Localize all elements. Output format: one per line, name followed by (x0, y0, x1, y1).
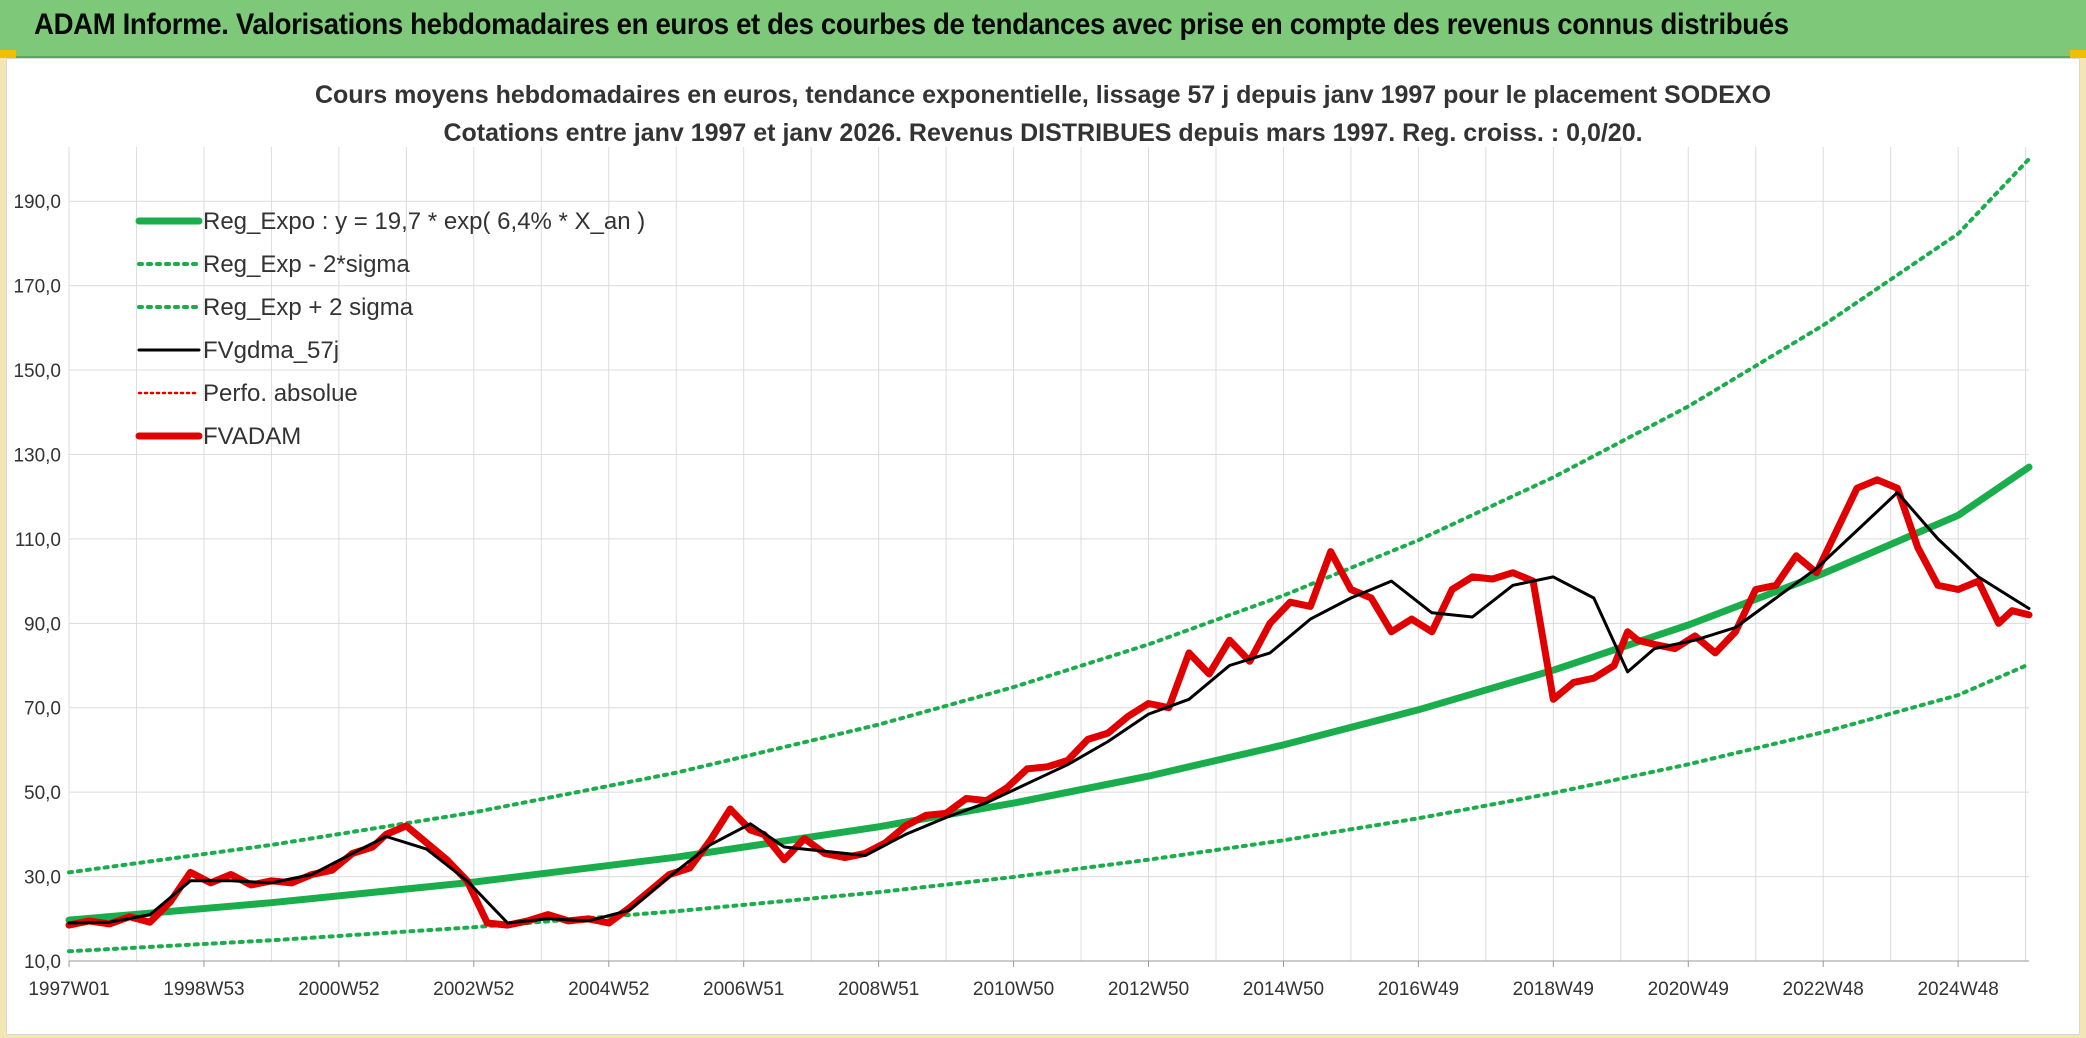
legend-label: Perfo. absolue (203, 380, 358, 407)
x-tick-label: 2010W50 (973, 979, 1054, 1000)
x-tick-label: 2022W48 (1783, 979, 1864, 1000)
series-line-reg-exp-plus-2sigma (67, 157, 2031, 875)
chart-title-group: Cours moyens hebdomadaires en euros, ten… (315, 81, 1771, 147)
legend: Reg_Expo : y = 19,7 * exp( 6,4% * X_an )… (135, 208, 645, 450)
x-tick-label: 2024W48 (1917, 979, 1998, 1000)
legend-label: Reg_Exp + 2 sigma (203, 294, 414, 321)
report-title: ADAM Informe. Valorisations hebdomadaire… (34, 8, 1789, 41)
x-tick-label: 2004W52 (568, 979, 649, 1000)
y-tick-label: 190,0 (13, 192, 61, 213)
corner-marker-right (2070, 50, 2086, 58)
x-tick-label: 2020W49 (1648, 979, 1729, 1000)
report-header: ADAM Informe. Valorisations hebdomadaire… (0, 0, 2086, 58)
legend-label: Reg_Exp - 2*sigma (203, 251, 410, 278)
x-tick-label: 2016W49 (1378, 979, 1459, 1000)
axes: 10,0 30,0 50,0 70,0 90,0 110,0 130,0 150,0 170,0… (13, 192, 2029, 1000)
y-tick-label: 90,0 (24, 614, 61, 635)
x-tick-label: 2002W52 (433, 979, 514, 1000)
series-line-fvgdma-57j (67, 491, 2031, 925)
legend-label: Reg_Expo : y = 19,7 * exp( 6,4% * X_an ) (203, 208, 645, 235)
y-tick-label: 170,0 (13, 277, 61, 298)
y-tick-label: 30,0 (24, 868, 61, 889)
x-tick-label: 2014W50 (1243, 979, 1324, 1000)
legend-label: FVADAM (203, 423, 301, 450)
y-tick-label: 130,0 (13, 445, 61, 466)
y-tick-label: 10,0 (24, 952, 61, 973)
x-tick-label: 2008W51 (838, 979, 919, 1000)
x-tick-label: 2012W50 (1108, 979, 1189, 1000)
y-tick-label: 50,0 (24, 783, 61, 804)
chart-svg: Cours moyens hebdomadaires en euros, ten… (13, 81, 2033, 1000)
x-tick-label: 1997W01 (28, 979, 109, 1000)
series-line-reg-expo (65, 463, 2033, 924)
chart-title: Cours moyens hebdomadaires en euros, ten… (315, 81, 1771, 109)
x-tick-label: 2006W51 (703, 979, 784, 1000)
x-tick-label: 2000W52 (298, 979, 379, 1000)
y-tick-label: 110,0 (15, 530, 61, 551)
chart-panel: Cours moyens hebdomadaires en euros, ten… (6, 58, 2080, 1035)
corner-marker-left (0, 50, 16, 58)
chart-subtitle: Cotations entre janv 1997 et janv 2026. … (443, 119, 1642, 147)
y-tick-label: 150,0 (13, 361, 61, 382)
y-tick-label: 70,0 (24, 699, 61, 720)
series (65, 157, 2033, 954)
x-tick-label: 1998W53 (163, 979, 244, 1000)
series-line-fvadam (65, 476, 2033, 929)
x-tick-label: 2018W49 (1513, 979, 1594, 1000)
legend-label: FVgdma_57j (203, 337, 339, 364)
